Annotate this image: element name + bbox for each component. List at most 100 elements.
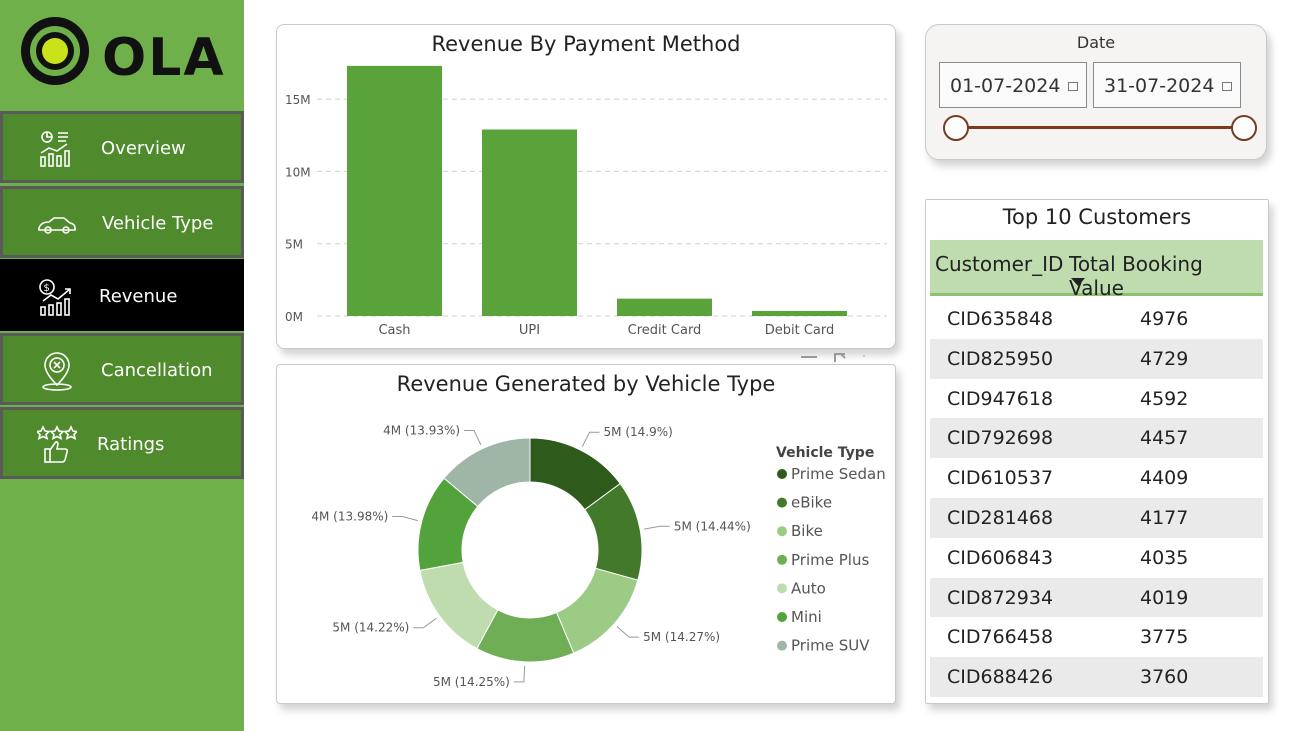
x-tick-label: Debit Card (765, 323, 835, 338)
cell-booking-value: 4177 (1140, 507, 1189, 529)
cell-booking-value: 3775 (1140, 626, 1189, 649)
leader-line (644, 525, 670, 530)
calendar-icon[interactable] (1222, 82, 1232, 91)
table-row[interactable]: CID635848 4976 (930, 299, 1263, 339)
car-icon (38, 217, 76, 234)
slice-data-label: 5M (14.27%) (643, 630, 720, 644)
table-row[interactable]: CID688426 3760 (930, 657, 1263, 697)
donut-slice[interactable] (443, 437, 531, 508)
nav-label-revenue: Revenue (99, 286, 178, 307)
nav-label-vehicle-type: Vehicle Type (102, 213, 214, 234)
nav-item-ratings[interactable]: Ratings (0, 407, 244, 479)
legend-title: Vehicle Type (776, 445, 874, 461)
bar[interactable] (617, 298, 712, 316)
cell-customer-id: CID606843 (947, 546, 1054, 569)
leader-line (464, 429, 482, 446)
column-header-customer-id[interactable]: Customer_ID (935, 252, 1064, 276)
leader-line (413, 617, 437, 629)
nav-item-revenue[interactable]: $ Revenue (0, 259, 244, 331)
end-date-value: 31-07-2024 (1104, 75, 1215, 97)
table-row[interactable]: CID872934 4019 (930, 577, 1263, 618)
legend-item[interactable]: Prime Plus (791, 551, 869, 569)
sort-descending-icon[interactable] (1071, 278, 1085, 286)
cell-booking-value: 4019 (1140, 586, 1189, 609)
cell-customer-id: CID872934 (947, 586, 1054, 609)
y-tick-label: 5M (285, 238, 303, 252)
cell-booking-value: 4457 (1140, 427, 1189, 450)
cell-customer-id: CID610537 (947, 467, 1054, 490)
legend-item[interactable]: Bike (791, 522, 823, 540)
legend-marker (777, 526, 787, 537)
date-range-slider-track[interactable] (956, 126, 1244, 129)
revenue-by-payment-chart[interactable]: Revenue By Payment Method 0M 5M 10M 15M Cash… (276, 24, 896, 349)
slice-data-label: 4M (13.93%) (383, 423, 460, 437)
table-row[interactable]: CID792698 4457 (930, 418, 1263, 459)
nav-label-overview: Overview (101, 138, 186, 159)
nav-item-overview[interactable]: Overview (0, 111, 244, 183)
focus-mode-icon[interactable] (834, 353, 846, 362)
legend-item[interactable]: Prime SUV (791, 637, 870, 655)
leader-line (616, 626, 640, 638)
x-tick-label: Cash (378, 323, 410, 338)
cell-booking-value: 4592 (1140, 387, 1189, 410)
legend-item[interactable]: Mini (791, 608, 822, 626)
visual-header-icons[interactable] (797, 348, 867, 364)
nav-item-vehicle-type[interactable]: Vehicle Type (0, 186, 244, 258)
analytics-icon (40, 131, 70, 167)
x-tick-label: UPI (519, 323, 540, 338)
table-row[interactable]: CID281468 4177 (930, 498, 1263, 538)
bar[interactable] (482, 129, 577, 316)
y-tick-label: 15M (285, 93, 311, 107)
thumbs-up-stars-icon (37, 425, 77, 463)
table-header: Customer_ID Total Booking Value (930, 240, 1263, 300)
table-row[interactable]: CID610537 4409 (930, 458, 1263, 498)
slice-data-label: 5M (14.25%) (433, 675, 510, 689)
donut-chart-title: Revenue Generated by Vehicle Type (396, 372, 776, 396)
svg-text:$: $ (44, 283, 50, 294)
date-range-end-handle[interactable] (1231, 115, 1257, 141)
table-row[interactable]: CID606843 4035 (930, 538, 1263, 578)
bar[interactable] (752, 310, 847, 316)
legend-item[interactable]: Auto (791, 579, 826, 597)
leader-line (513, 665, 526, 683)
nav-label-ratings: Ratings (97, 434, 165, 455)
sidebar: OLA Overview Vehic (0, 0, 244, 731)
legend-marker (777, 583, 787, 594)
end-date-input[interactable]: 31-07-2024 (1093, 62, 1241, 108)
legend-marker (777, 469, 787, 479)
cell-customer-id: CID281468 (947, 507, 1054, 529)
slice-data-label: 5M (14.22%) (332, 621, 409, 635)
nav-item-cancellation[interactable]: Cancellation (0, 333, 244, 405)
revenue-by-vehicle-chart[interactable]: Revenue Generated by Vehicle Type 5M (14… (276, 364, 896, 704)
bar[interactable] (347, 65, 442, 316)
cell-customer-id: CID688426 (947, 666, 1054, 689)
bar-chart-title: Revenue By Payment Method (431, 32, 741, 56)
cell-customer-id: CID947618 (947, 387, 1054, 410)
donut-chart-plot: 5M (14.9%) 5M (14.44%) 5M (14.27%) 5M (14.2… (311, 423, 886, 689)
start-date-value: 01-07-2024 (950, 75, 1061, 97)
top-customers-table: Top 10 Customers Customer_ID Total Booki… (925, 199, 1269, 704)
y-tick-label: 0M (285, 310, 303, 324)
slice-data-label: 5M (14.44%) (674, 519, 751, 533)
logo-wordmark: OLA (102, 28, 226, 88)
table-row[interactable]: CID766458 3775 (930, 617, 1263, 657)
calendar-icon[interactable] (1068, 82, 1078, 91)
y-tick-label: 10M (285, 165, 311, 179)
date-range-start-handle[interactable] (943, 115, 969, 141)
table-row[interactable]: CID825950 4729 (930, 338, 1263, 379)
bar-chart-plot: 0M 5M 10M 15M Cash UPI Credit Card Debit Card (285, 65, 887, 338)
slice-data-label: 4M (13.98%) (311, 510, 388, 524)
leader-line (392, 516, 418, 522)
date-slicer[interactable]: Date 01-07-2024 31-07-2024 (925, 24, 1267, 160)
cell-booking-value: 4409 (1140, 467, 1189, 490)
column-header-total-booking-value[interactable]: Total Booking Value (1069, 252, 1203, 300)
location-cancel-icon (42, 352, 72, 391)
cell-booking-value: 4035 (1140, 546, 1189, 569)
x-tick-label: Credit Card (628, 323, 702, 338)
legend-item[interactable]: Prime Sedan (791, 465, 886, 483)
start-date-input[interactable]: 01-07-2024 (939, 62, 1087, 108)
cell-customer-id: CID635848 (947, 308, 1054, 330)
table-row[interactable]: CID947618 4592 (930, 379, 1263, 419)
nav-label-cancellation: Cancellation (101, 360, 213, 381)
legend-item[interactable]: eBike (791, 494, 832, 512)
